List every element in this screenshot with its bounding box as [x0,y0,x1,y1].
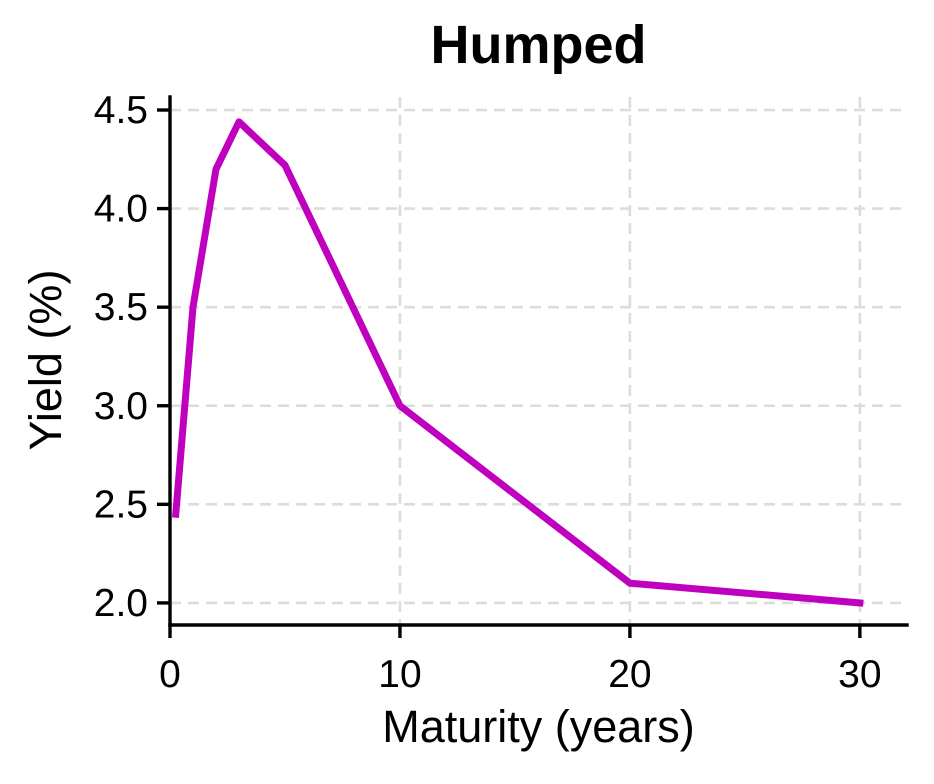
y-tick-label: 4.5 [94,89,148,132]
x-tick-label: 30 [838,653,881,696]
x-tick-label: 10 [378,653,421,696]
series-line-yield-curve [171,118,864,607]
chart-title: Humped [430,15,647,75]
y-tick-label: 3.0 [94,385,148,428]
y-tick-label: 4.0 [94,188,148,231]
y-tick-label: 2.5 [94,483,148,526]
x-tick-label: 0 [159,653,181,696]
y-axis-label: Yield (%) [20,269,71,451]
y-tick-label: 3.5 [94,286,148,329]
x-axis-label: Maturity (years) [382,701,695,752]
x-tick-label: 20 [608,653,651,696]
y-tick-label: 2.0 [94,582,148,625]
